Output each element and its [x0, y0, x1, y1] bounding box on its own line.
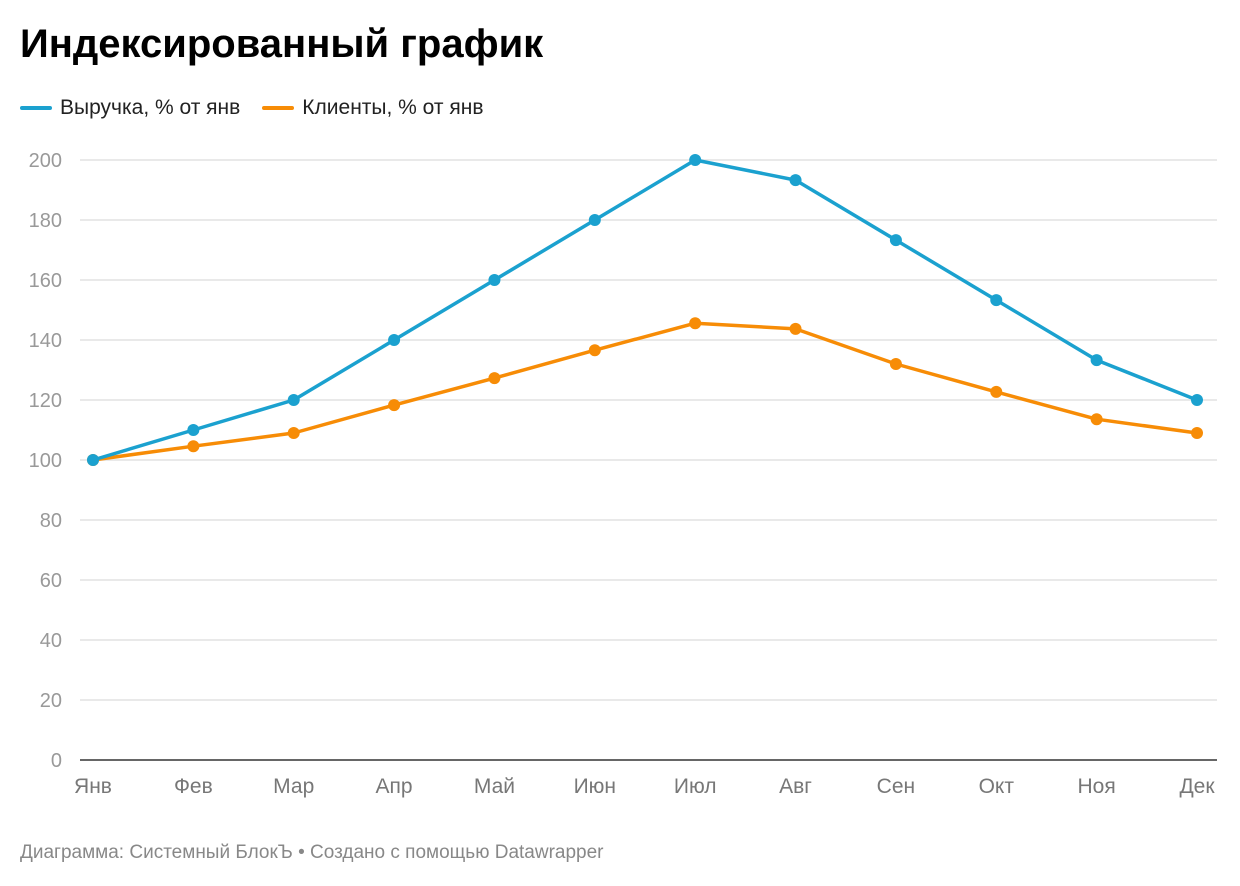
data-point: [1191, 427, 1203, 439]
x-tick-label: Апр: [376, 775, 413, 798]
x-tick-label: Июл: [674, 775, 717, 798]
data-point: [889, 234, 902, 247]
data-point: [1090, 413, 1103, 426]
data-point: [789, 174, 802, 187]
y-tick-label: 200: [29, 150, 62, 172]
x-tick-label: Июн: [574, 775, 616, 798]
y-tick-label: 160: [29, 270, 62, 292]
legend: Выручка, % от янв Клиенты, % от янв: [20, 96, 483, 120]
data-point: [990, 385, 1003, 398]
data-point: [689, 317, 702, 330]
y-tick-label: 40: [40, 630, 62, 652]
data-point: [388, 334, 401, 346]
x-tick-label: Фев: [174, 775, 213, 798]
data-point: [488, 372, 501, 385]
data-point: [1090, 354, 1103, 367]
x-tick-label: Авг: [779, 775, 812, 798]
legend-item-clients: Клиенты, % от янв: [262, 96, 483, 120]
data-point: [990, 294, 1003, 307]
data-point: [689, 154, 702, 166]
data-point: [388, 399, 401, 412]
x-tick-label: Окт: [979, 775, 1015, 798]
y-tick-label: 80: [40, 510, 62, 532]
x-tick-label: Ноя: [1078, 775, 1116, 798]
legend-swatch: [20, 106, 52, 110]
data-point: [187, 424, 200, 436]
footer-credit: Диаграмма: Системный БлокЪ • Создано с п…: [20, 842, 604, 863]
x-tick-label: Май: [474, 775, 515, 798]
data-point: [588, 344, 601, 357]
data-point: [287, 394, 300, 406]
data-point: [287, 427, 300, 439]
y-tick-label: 100: [29, 450, 62, 472]
data-point: [1191, 394, 1203, 406]
y-tick-label: 180: [29, 210, 62, 232]
series-line: [92, 158, 1198, 462]
data-point: [187, 440, 200, 453]
legend-swatch: [262, 106, 295, 110]
x-tick-label: Дек: [1179, 775, 1215, 798]
data-point: [789, 322, 802, 335]
legend-label: Клиенты, % от янв: [302, 96, 484, 119]
x-tick-label: Сен: [877, 775, 915, 798]
series-line: [92, 321, 1198, 462]
y-tick-label: 60: [40, 570, 62, 592]
chart-title: Индексированный график: [20, 22, 544, 66]
y-tick-label: 140: [29, 330, 62, 352]
y-tick-label: 120: [29, 390, 62, 412]
legend-label: Выручка, % от янв: [60, 96, 241, 119]
data-point: [87, 454, 99, 466]
x-tick-label: Янв: [74, 775, 112, 798]
legend-item-revenue: Выручка, % от янв: [20, 96, 240, 120]
data-point: [488, 274, 501, 286]
data-point: [889, 358, 902, 370]
x-tick-label: Мар: [273, 775, 314, 798]
data-point: [588, 214, 601, 226]
y-tick-label: 0: [51, 750, 62, 772]
y-tick-label: 20: [40, 690, 62, 712]
